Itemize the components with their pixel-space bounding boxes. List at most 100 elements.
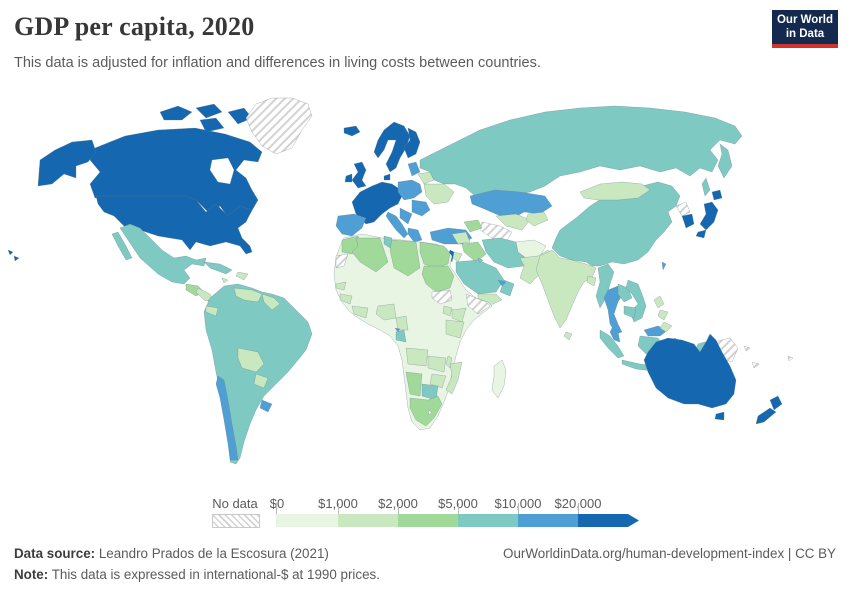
country-ukraine[interactable] <box>423 183 455 205</box>
country-paraguay[interactable] <box>253 373 269 389</box>
country-taiwan[interactable] <box>661 261 667 271</box>
country-guyana[interactable] <box>261 293 281 311</box>
country-hawaii[interactable] <box>7 249 14 256</box>
country-japan-kyushu[interactable] <box>695 229 707 239</box>
country-cuba[interactable] <box>203 261 233 275</box>
country-venezuela[interactable] <box>233 287 263 303</box>
country-madagascar[interactable] <box>491 359 507 399</box>
country-caucasus[interactable] <box>463 219 483 233</box>
country-jamaica[interactable] <box>221 277 229 284</box>
country-ghana-cote-divoire[interactable] <box>351 305 369 319</box>
country-egypt[interactable] <box>419 241 451 269</box>
country-uganda[interactable] <box>442 305 453 317</box>
country-malaysia-peninsula[interactable] <box>609 327 621 343</box>
country-philippines-visayas[interactable] <box>657 309 669 321</box>
country-guinea[interactable] <box>339 293 353 305</box>
country-zimbabwe[interactable] <box>429 373 447 389</box>
country-south-korea[interactable] <box>681 213 695 229</box>
country-algeria[interactable] <box>351 237 389 273</box>
country-chile[interactable] <box>215 375 239 461</box>
country-south-africa[interactable] <box>409 395 443 427</box>
country-kazakhstan[interactable] <box>469 189 553 221</box>
country-tanzania[interactable] <box>445 319 465 339</box>
country-new-caledonia[interactable] <box>751 361 760 369</box>
country-syria[interactable] <box>451 231 471 245</box>
country-sudan[interactable] <box>421 265 455 293</box>
country-ecuador[interactable] <box>205 305 219 317</box>
country-iceland[interactable] <box>343 125 361 137</box>
country-romania-bulgaria[interactable] <box>411 199 431 217</box>
country-united-states-alaska[interactable] <box>37 139 97 187</box>
region-africa-base[interactable] <box>333 233 493 431</box>
country-lesotho[interactable] <box>427 409 433 416</box>
country-philippines-mindanao[interactable] <box>659 321 673 333</box>
country-philippines-luzon[interactable] <box>653 295 665 309</box>
country-solomon-islands[interactable] <box>743 345 751 352</box>
country-bolivia[interactable] <box>237 347 265 373</box>
country-cambodia[interactable] <box>623 305 637 319</box>
country-north-korea[interactable] <box>675 201 691 217</box>
country-kyrgyzstan-tajikistan[interactable] <box>525 211 549 227</box>
legend-bin-4[interactable] <box>518 514 578 527</box>
legend-no-data-swatch[interactable] <box>212 514 260 528</box>
country-greenland[interactable] <box>245 97 313 155</box>
footer-url[interactable]: OurWorldinData.org/human-development-ind… <box>503 546 836 561</box>
country-mexico-baja[interactable] <box>111 231 133 261</box>
country-balkans[interactable] <box>399 207 413 225</box>
country-saudi-arabia[interactable] <box>455 259 505 295</box>
country-russia-sakhalin[interactable] <box>701 177 711 197</box>
country-uae[interactable] <box>497 279 507 287</box>
country-ireland[interactable] <box>344 173 353 183</box>
country-denmark[interactable] <box>383 173 391 181</box>
country-baltics[interactable] <box>407 161 421 177</box>
country-russia-kamchatka[interactable] <box>717 143 733 179</box>
country-japan-hokkaido[interactable] <box>711 189 723 201</box>
country-namibia[interactable] <box>405 371 423 397</box>
country-mongolia[interactable] <box>579 181 651 201</box>
country-australia-tasmania[interactable] <box>714 411 725 421</box>
country-spain-portugal[interactable] <box>335 213 367 237</box>
country-western-sahara[interactable] <box>335 253 349 269</box>
country-south-sudan[interactable] <box>431 289 453 305</box>
country-hispaniola[interactable] <box>235 271 249 281</box>
country-norway-sweden[interactable] <box>373 121 411 173</box>
footer-source-text[interactable]: Leandro Prados de la Escosura (2021) <box>95 546 329 561</box>
country-zambia[interactable] <box>427 355 447 373</box>
country-italy[interactable] <box>385 211 409 239</box>
country-uzbekistan[interactable] <box>495 213 531 231</box>
country-iraq[interactable] <box>461 241 487 263</box>
country-fiji[interactable] <box>787 355 794 362</box>
legend-bin-1[interactable] <box>338 514 398 527</box>
country-finland[interactable] <box>403 127 421 159</box>
country-uruguay[interactable] <box>259 399 273 413</box>
country-kuwait[interactable] <box>477 257 484 264</box>
legend-bin-2[interactable] <box>398 514 458 527</box>
legend-bin-3[interactable] <box>458 514 518 527</box>
country-united-kingdom[interactable] <box>351 161 367 189</box>
country-senegal[interactable] <box>335 281 347 291</box>
country-sri-lanka[interactable] <box>563 331 573 341</box>
country-tunisia[interactable] <box>383 235 393 249</box>
country-india[interactable] <box>535 249 597 329</box>
country-canada-arctic-4[interactable] <box>199 117 225 133</box>
country-libya[interactable] <box>389 239 421 277</box>
owid-logo[interactable]: Our World in Data <box>772 10 838 48</box>
country-canada-arctic-2[interactable] <box>195 103 223 119</box>
country-indonesia-sumatra[interactable] <box>599 329 625 359</box>
country-mozambique[interactable] <box>445 361 463 395</box>
country-angola[interactable] <box>405 347 429 367</box>
country-australia[interactable] <box>643 333 737 409</box>
country-greece[interactable] <box>407 227 423 243</box>
country-equatorial-guinea[interactable] <box>394 327 401 333</box>
country-new-zealand-south[interactable] <box>755 407 777 425</box>
country-hawaii-2[interactable] <box>13 255 20 262</box>
legend-bin-0[interactable] <box>276 514 338 527</box>
country-nigeria[interactable] <box>375 303 397 321</box>
country-jordan[interactable] <box>452 251 463 263</box>
country-somalia[interactable] <box>465 293 491 315</box>
country-brazil[interactable] <box>203 283 313 465</box>
country-cameroon[interactable] <box>395 315 409 331</box>
country-new-zealand-north[interactable] <box>769 395 783 411</box>
country-russia[interactable] <box>419 105 743 201</box>
country-bangladesh[interactable] <box>586 275 597 287</box>
